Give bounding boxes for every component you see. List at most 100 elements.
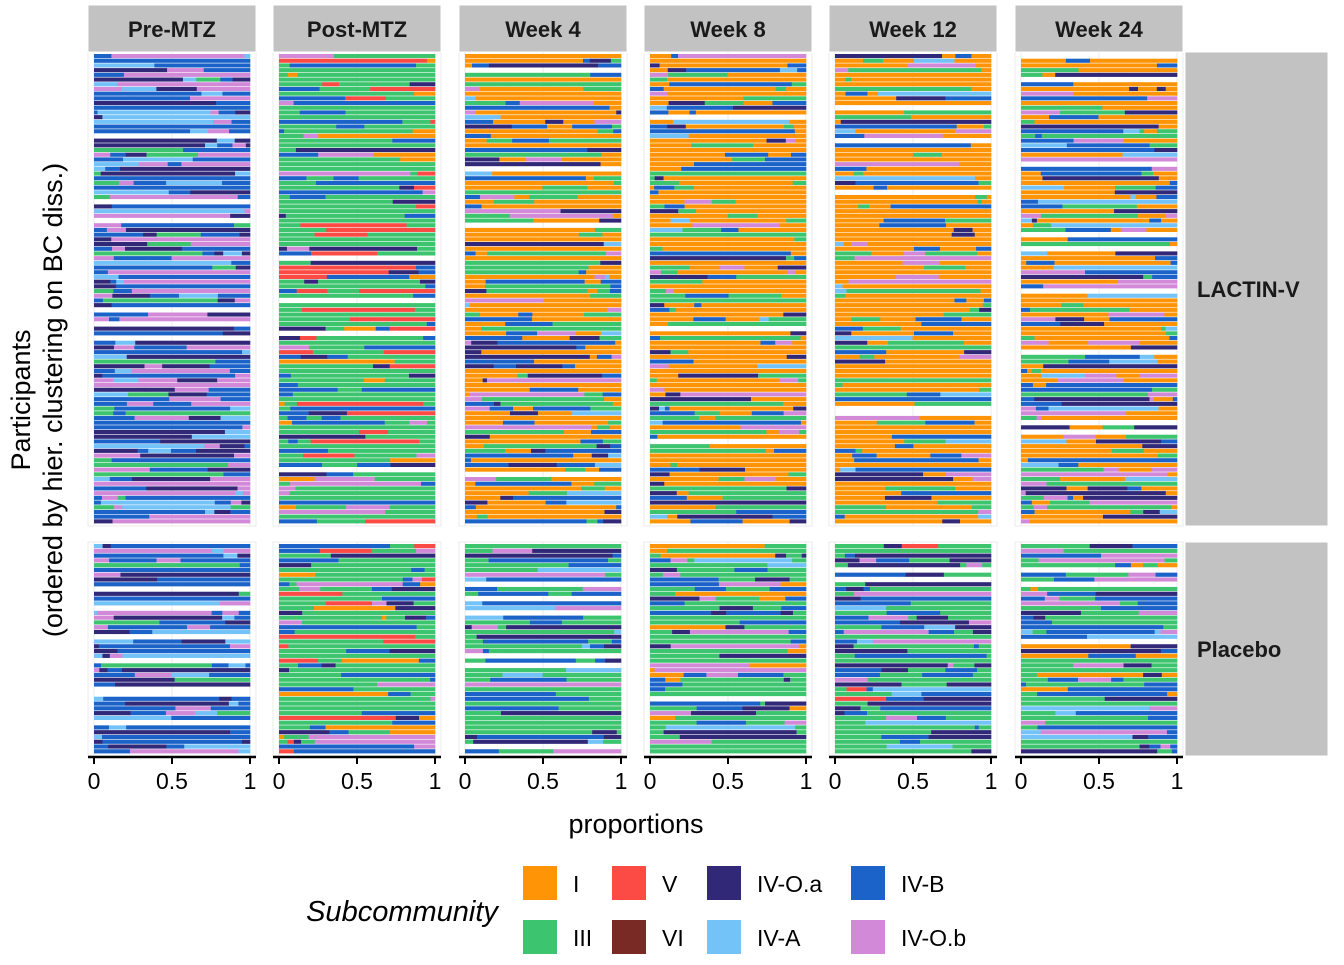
- segment-iv-b: [590, 72, 622, 77]
- segment-iv-b: [1084, 270, 1178, 275]
- participant-bar: [279, 340, 436, 345]
- segment-iv-o-b: [465, 110, 477, 115]
- segment-iii: [333, 54, 380, 59]
- participant-bar: [835, 72, 992, 77]
- segment-iv-o-a: [719, 606, 754, 611]
- segment-i: [1143, 448, 1178, 453]
- segment-i: [603, 345, 622, 350]
- segment-iii: [669, 307, 677, 312]
- legend-label: IV-B: [901, 871, 944, 897]
- segment-iv-o-b: [237, 486, 251, 491]
- segment-iii: [860, 706, 881, 711]
- segment-iv-o-a: [650, 491, 678, 496]
- segment-iv-o-b: [244, 209, 251, 214]
- segment-iv-o-a: [835, 663, 949, 668]
- segment-iv-b: [963, 706, 992, 711]
- segment-iii: [785, 256, 795, 261]
- segment-i: [931, 495, 944, 500]
- segment-iv-o-a: [389, 649, 436, 654]
- segment-iii: [835, 544, 885, 549]
- segment-iv-o-a: [108, 744, 167, 749]
- segment-iv-b: [103, 696, 204, 701]
- segment-i: [1034, 509, 1131, 514]
- segment-iv-o-a: [190, 190, 251, 195]
- participant-bar: [650, 544, 807, 549]
- segment-i: [313, 606, 396, 611]
- segment-iii: [416, 63, 421, 68]
- participant-bar: [1021, 472, 1178, 477]
- segment-i: [978, 458, 992, 463]
- segment-iii: [789, 577, 807, 582]
- segment-i: [842, 284, 992, 289]
- segment-iv-a: [465, 171, 493, 176]
- segment-iv-o-a: [465, 625, 472, 630]
- participant-bar: [465, 195, 622, 200]
- segment-iv-o-a: [650, 63, 660, 68]
- segment-iv-b: [1163, 195, 1178, 200]
- segment-iii: [845, 345, 858, 350]
- segment-iii: [969, 307, 980, 312]
- segment-i: [1034, 336, 1170, 341]
- segment-iv-b: [662, 420, 802, 425]
- segment-iii: [279, 105, 291, 110]
- segment-iii: [279, 453, 304, 458]
- segment-iv-o-a: [835, 340, 868, 345]
- segment-iii: [279, 199, 352, 204]
- row-strip-background: [1184, 51, 1329, 527]
- segment-iv-o-b: [465, 397, 483, 402]
- segment-iii: [298, 425, 436, 430]
- segment-i: [856, 274, 896, 279]
- segment-iv-o-a: [1138, 514, 1178, 519]
- segment-iii: [835, 505, 887, 510]
- participant-bar: [94, 672, 251, 678]
- participant-bar: [94, 481, 251, 486]
- segment-iv-a: [235, 171, 251, 176]
- segment-i: [589, 199, 622, 204]
- segment-iv-o-b: [486, 378, 622, 383]
- segment-iii: [309, 185, 400, 190]
- segment-i: [650, 218, 671, 223]
- col-strip-week-4: Week 4: [458, 4, 628, 53]
- segment-iv-b: [1070, 383, 1178, 388]
- participant-bar: [465, 72, 622, 77]
- segment-i: [1060, 477, 1126, 482]
- segment-iv-b: [465, 691, 557, 697]
- segment-iii: [1021, 668, 1102, 673]
- segment-iv-a: [594, 462, 622, 467]
- segment-iv-b: [279, 411, 309, 416]
- participant-bar: [465, 274, 622, 279]
- segment-iv-o-b: [594, 119, 622, 124]
- segment-i: [614, 383, 622, 388]
- segment-iii: [572, 687, 606, 692]
- segment-iii: [1151, 663, 1178, 668]
- segment-iii: [386, 615, 406, 620]
- segment-iv-b: [94, 96, 135, 101]
- segment-iii: [679, 634, 794, 639]
- segment-iii: [792, 558, 807, 563]
- segment-iv-a: [924, 625, 956, 630]
- segment-i: [1144, 129, 1158, 134]
- segment-iv-a: [1124, 477, 1178, 482]
- segment-iv-o-a: [1095, 591, 1178, 596]
- segment-i: [1153, 171, 1178, 176]
- participant-bar: [465, 397, 622, 402]
- segment-iv-b: [279, 251, 312, 256]
- segment-i: [1021, 514, 1060, 519]
- segment-iii: [650, 378, 657, 383]
- segment-iv-b: [881, 734, 929, 740]
- segment-i: [689, 307, 807, 312]
- participant-bar: [650, 586, 807, 592]
- segment-iv-b: [1079, 115, 1099, 120]
- participant-bar: [835, 124, 992, 129]
- participant-bar: [279, 500, 436, 505]
- segment-iv-o-b: [94, 491, 236, 496]
- segment-iv-o-b: [1160, 629, 1178, 635]
- segment-iv-o-a: [881, 668, 909, 673]
- segment-iv-o-a: [899, 620, 970, 625]
- segment-v: [300, 401, 424, 406]
- segment-iii: [465, 82, 495, 87]
- participant-bar: [279, 133, 436, 138]
- segment-iii: [405, 284, 426, 289]
- participant-bar: [835, 340, 992, 345]
- participant-bar: [94, 326, 251, 331]
